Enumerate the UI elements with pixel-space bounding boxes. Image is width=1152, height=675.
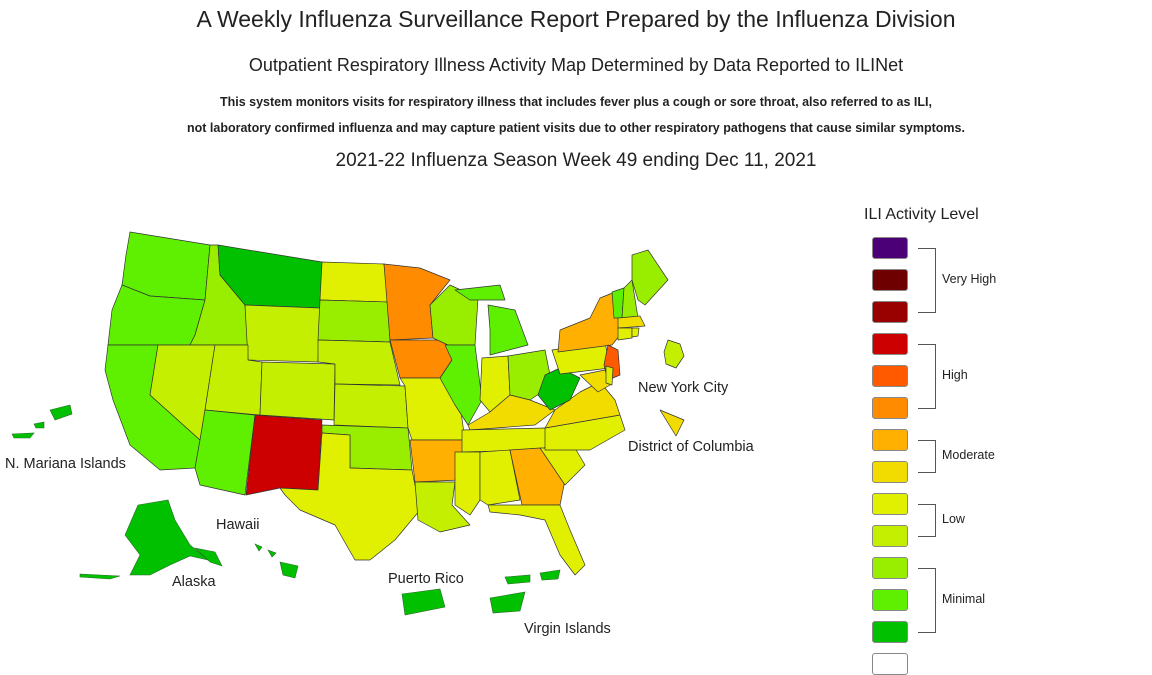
alaska-islands[interactable] [79, 573, 121, 580]
legend-swatch-high-1 [872, 333, 908, 355]
state-michigan[interactable] [487, 304, 529, 356]
dc-inset[interactable] [659, 409, 685, 437]
state-georgia[interactable] [509, 447, 566, 506]
label-district-of-columbia: District of Columbia [628, 439, 755, 455]
legend-label-minimal: Minimal [942, 592, 986, 606]
legend-brace-high [918, 344, 936, 409]
state-michigan-up[interactable] [454, 284, 506, 301]
label-hawaii: Hawaii [216, 517, 260, 533]
legend-swatch-insufficient [872, 653, 908, 675]
legend-swatch-very-high-2 [872, 269, 908, 291]
legend-swatch-high-3 [872, 397, 908, 419]
nyc-inset[interactable] [663, 339, 685, 369]
label-new-york-city: New York City [638, 380, 729, 396]
hawaii-islands[interactable] [254, 543, 299, 579]
state-connecticut[interactable] [617, 327, 633, 341]
state-mississippi[interactable] [454, 451, 481, 516]
alaska-panhandle[interactable] [194, 547, 223, 567]
label-alaska: Alaska [172, 574, 216, 590]
legend-swatch-minimal-1 [872, 557, 908, 579]
legend-swatch-moderate-1 [872, 429, 908, 451]
puerto-rico-shape[interactable] [401, 588, 446, 616]
legend-swatch-low-1 [872, 493, 908, 515]
legend-label-high: High [942, 368, 968, 382]
description-line-1: This system monitors visits for respirat… [219, 95, 932, 109]
legend-swatch-very-high-3 [872, 301, 908, 323]
state-delaware[interactable] [605, 365, 614, 386]
state-new-mexico[interactable] [245, 414, 323, 496]
state-new-york[interactable] [557, 291, 621, 353]
state-maine[interactable] [631, 249, 669, 306]
legend-swatch-very-high-1 [872, 237, 908, 259]
state-arizona[interactable] [194, 409, 256, 496]
label-n-mariana-islands: N. Mariana Islands [5, 456, 126, 472]
legend-label-moderate: Moderate [942, 448, 995, 462]
season-week-title: 2021-22 Influenza Season Week 49 ending … [335, 150, 817, 171]
state-virginia[interactable] [544, 381, 621, 429]
virgin-islands-shape[interactable] [489, 569, 561, 614]
state-kentucky[interactable] [467, 394, 556, 431]
legend-brace-low [918, 504, 936, 537]
legend-label-very-high: Very High [942, 272, 997, 286]
state-colorado[interactable] [259, 361, 336, 421]
state-massachusetts[interactable] [617, 315, 646, 329]
state-north-dakota[interactable] [319, 261, 389, 303]
state-kansas[interactable] [333, 383, 409, 429]
alaska-shape[interactable] [124, 499, 209, 576]
label-virgin-islands: Virgin Islands [524, 621, 611, 637]
us-ili-activity-map: N. Mariana Islands Hawaii Alaska Puerto … [5, 231, 755, 637]
legend-swatch-minimal-3 [872, 621, 908, 643]
legend-brace-very-high [918, 248, 936, 313]
state-washington[interactable] [121, 231, 211, 301]
description-line-2: not laboratory confirmed influenza and m… [187, 121, 965, 135]
state-wyoming[interactable] [244, 304, 321, 363]
legend-brace-minimal [918, 568, 936, 633]
state-maryland[interactable] [579, 369, 611, 393]
state-florida[interactable] [487, 504, 586, 576]
n-mariana-islands-shape[interactable] [11, 404, 73, 439]
legend-title: ILI Activity Level [864, 206, 979, 223]
legend-brace-moderate [918, 440, 936, 473]
page-title: A Weekly Influenza Surveillance Report P… [196, 6, 956, 32]
legend-label-low: Low [942, 512, 965, 526]
label-puerto-rico: Puerto Rico [388, 571, 464, 587]
state-illinois[interactable] [439, 344, 483, 426]
map-subtitle: Outpatient Respiratory Illness Activity … [248, 55, 904, 75]
state-texas[interactable] [279, 432, 421, 561]
state-south-dakota[interactable] [317, 299, 391, 343]
legend-swatch-high-2 [872, 365, 908, 387]
legend-swatch-minimal-2 [872, 589, 908, 611]
legend-swatch-low-2 [872, 525, 908, 547]
state-rhode-island[interactable] [631, 327, 640, 338]
legend-swatch-moderate-2 [872, 461, 908, 483]
state-alabama[interactable] [479, 449, 521, 506]
state-iowa[interactable] [389, 339, 453, 379]
